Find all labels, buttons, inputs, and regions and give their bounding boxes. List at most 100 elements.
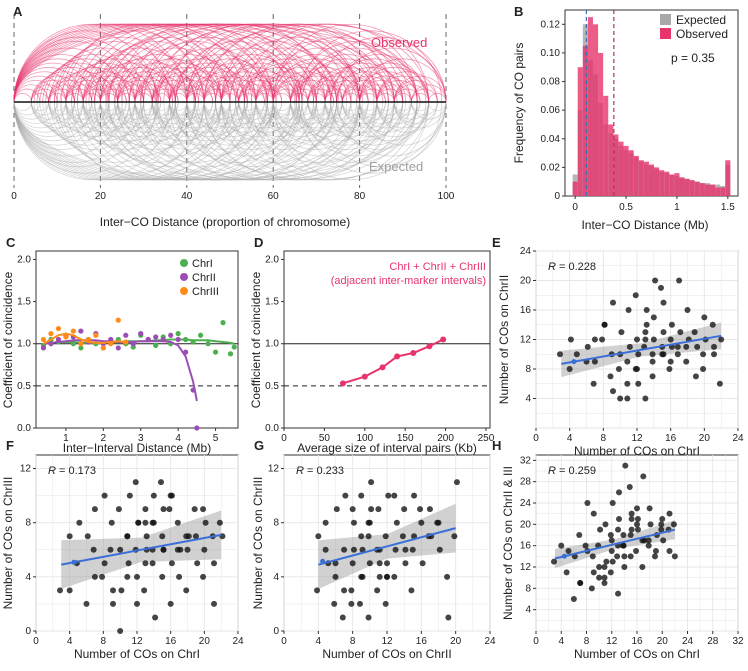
expected-arc bbox=[13, 101, 343, 181]
expected-arc bbox=[39, 101, 119, 142]
data-point bbox=[602, 521, 609, 528]
expected-arc bbox=[272, 101, 352, 142]
data-point bbox=[711, 343, 718, 350]
point-chriii bbox=[115, 317, 121, 323]
data-point bbox=[436, 546, 443, 553]
observed-arc bbox=[195, 71, 257, 103]
expected-arc bbox=[301, 101, 411, 157]
data-point bbox=[341, 546, 348, 553]
tick-label-y: 0.04 bbox=[541, 134, 561, 145]
expected-arc bbox=[169, 101, 188, 112]
legend-swatch-expected bbox=[660, 14, 671, 25]
data-point bbox=[91, 506, 98, 513]
data-point bbox=[157, 479, 164, 486]
data-point bbox=[108, 519, 115, 526]
data-point bbox=[700, 366, 707, 372]
tick-label-x: 1 bbox=[63, 433, 69, 444]
expected-arc bbox=[65, 101, 84, 112]
expected-arc bbox=[121, 101, 231, 157]
expected-arc bbox=[100, 101, 231, 168]
expected-arc bbox=[350, 101, 430, 142]
data-point bbox=[639, 564, 646, 570]
expected-arc bbox=[13, 101, 32, 112]
data-point bbox=[332, 560, 339, 567]
expected-arc bbox=[255, 101, 300, 124]
expected-arc bbox=[82, 101, 153, 137]
expected-arc bbox=[157, 101, 245, 146]
data-point bbox=[142, 519, 149, 526]
r-symbol: R bbox=[48, 465, 56, 477]
r-value: 0.259 bbox=[569, 465, 597, 477]
tick-label-x: 20 bbox=[450, 636, 462, 647]
expected-arc bbox=[359, 101, 447, 146]
data-point bbox=[634, 521, 640, 528]
expected-arc bbox=[356, 101, 418, 133]
data-point bbox=[426, 506, 433, 513]
point-chri bbox=[175, 331, 181, 337]
tick-label-y: 2.0 bbox=[265, 254, 279, 265]
data-point bbox=[615, 590, 622, 597]
legend-label-observed: Observed bbox=[676, 27, 728, 41]
expected-arc bbox=[59, 101, 130, 137]
data-point bbox=[410, 349, 417, 356]
expected-arc bbox=[94, 101, 156, 133]
data-point bbox=[411, 533, 418, 540]
expected-arc bbox=[13, 101, 110, 150]
tick-label-x: 20 bbox=[199, 636, 211, 647]
tick-label-x: 3 bbox=[138, 433, 144, 444]
data-point bbox=[718, 336, 725, 343]
expected-arc bbox=[203, 101, 395, 181]
tick-label-y: 12 bbox=[520, 335, 532, 346]
bar-observed bbox=[577, 67, 583, 196]
panel-b-histogram: 0 0.5 1 1.5 0 0.02 0.04 0.06 0.08 0.10 0.12 Inter−C… bbox=[512, 9, 739, 232]
tick-label-x: 8 bbox=[350, 636, 356, 647]
tick-label-x: 250 bbox=[478, 433, 495, 444]
data-point bbox=[160, 506, 167, 513]
observed-arc bbox=[117, 75, 170, 103]
data-point bbox=[556, 351, 563, 358]
point-chriii bbox=[70, 328, 77, 334]
expected-arc bbox=[117, 101, 170, 129]
tick-label-y: 0 bbox=[25, 626, 31, 637]
data-point bbox=[126, 492, 133, 499]
data-point bbox=[649, 351, 656, 358]
expected-arc bbox=[143, 101, 222, 142]
x-axis-label: Average size of interval pairs (Kb) bbox=[297, 441, 477, 455]
legend-swatch-chri bbox=[180, 259, 188, 267]
tick-label-x: 5 bbox=[213, 433, 219, 444]
data-point bbox=[315, 533, 322, 540]
data-point bbox=[394, 353, 401, 360]
y-axis-label: Number of COs on ChrII & III bbox=[501, 466, 515, 620]
r-symbol: R bbox=[548, 465, 556, 477]
data-point bbox=[652, 548, 659, 554]
legend-label-expected: Expected bbox=[676, 13, 726, 27]
bar-observed bbox=[704, 184, 711, 196]
expected-arc bbox=[393, 101, 430, 120]
expected-arc bbox=[203, 101, 231, 116]
data-point bbox=[684, 307, 691, 313]
data-point bbox=[149, 560, 156, 567]
data-point bbox=[349, 560, 356, 567]
expected-arc bbox=[235, 101, 332, 150]
panel-label-c: C bbox=[6, 235, 16, 250]
expected-arc bbox=[13, 101, 41, 116]
tick-label-x: 16 bbox=[631, 636, 643, 647]
data-point bbox=[91, 573, 98, 580]
tick-label-y: 0 bbox=[273, 626, 279, 637]
observed-arc bbox=[186, 36, 317, 103]
expected-arc bbox=[45, 101, 142, 150]
expected-arc bbox=[203, 101, 248, 124]
legend-label-chrii: ChrII bbox=[192, 272, 216, 284]
tick-label-x: 24 bbox=[732, 433, 744, 444]
data-point bbox=[159, 533, 166, 540]
data-point bbox=[101, 560, 108, 567]
tick-label-y: 12 bbox=[520, 562, 532, 573]
expected-arc bbox=[275, 101, 337, 133]
data-point bbox=[601, 574, 608, 581]
expected-arc bbox=[341, 101, 369, 116]
expected-arc bbox=[295, 101, 418, 163]
panel-label-a: A bbox=[13, 4, 23, 19]
tick-label-y: 0.12 bbox=[541, 19, 561, 30]
tick-label-x: 24 bbox=[232, 636, 244, 647]
tick-label-y: 16 bbox=[520, 541, 532, 552]
